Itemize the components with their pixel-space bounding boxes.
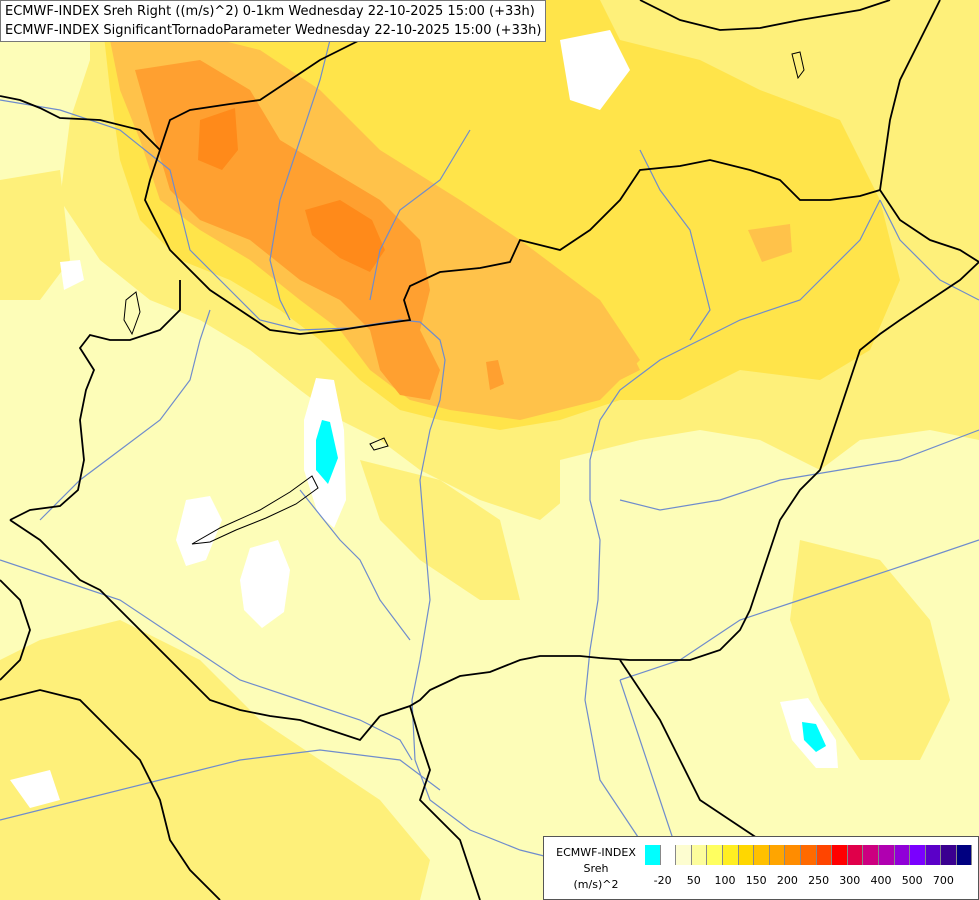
lake-ne-small (791, 51, 805, 80)
river-drava (0, 559, 413, 761)
river-hron (369, 129, 471, 301)
contour-pale-nw-yellow (0, 170, 70, 300)
lake-neusiedl (123, 291, 141, 336)
contour-yellow-s (360, 460, 520, 600)
legend-tick-label: 50 (686, 874, 701, 887)
river-tisza (584, 199, 881, 841)
river-sio (299, 489, 411, 641)
contour-orange-east-peak (486, 360, 504, 390)
border-czech-austria (0, 0, 411, 152)
legend-swatch (722, 845, 739, 865)
legend-ticks: -20 50 100 150 200 250 300 400 500 700 (645, 874, 975, 890)
rivers (0, 39, 979, 900)
border-ukraine-romania-ne (879, 0, 941, 191)
legend-swatches (645, 845, 973, 865)
legend-tick-label: 500 (901, 874, 923, 887)
border-ukraine-poland (639, 0, 891, 31)
border-serbia-north (409, 705, 481, 900)
legend-swatch (800, 845, 817, 865)
contour-pale-east (560, 440, 780, 640)
contour-white-far-sw (10, 770, 60, 808)
contour-white-w (60, 260, 84, 290)
contour-orange-max-center (305, 200, 385, 272)
color-legend: ECMWF-INDEX Sreh (m/s)^2 -20 50 100 150 200 2… (543, 836, 979, 900)
legend-swatch (660, 845, 677, 865)
border-west-slovenia (0, 579, 31, 681)
legend-swatch (878, 845, 895, 865)
river-koros (619, 429, 979, 511)
title-line-stp: ECMWF-INDEX SignificantTornadoParameter … (5, 23, 542, 38)
river-vah (269, 39, 331, 321)
legend-swatch (925, 845, 942, 865)
legend-swatch (676, 845, 692, 865)
legend-swatch (956, 845, 973, 865)
legend-swatch (894, 845, 911, 865)
legend-label-units: (m/s)^2 (573, 878, 619, 891)
border-hungary-austria (9, 280, 181, 521)
border-hungary-ukraine-romania (379, 189, 979, 717)
legend-tick-label: 200 (776, 874, 798, 887)
contour-white-sw-a (176, 496, 222, 566)
legend-swatch (645, 845, 661, 865)
border-sw-croatia-bosnia (0, 689, 221, 900)
contour-white-ne (560, 30, 630, 110)
legend-label-param: Sreh (583, 862, 609, 875)
legend-tick-label: 250 (808, 874, 830, 887)
lakes (123, 51, 805, 545)
contour-cyan-center (316, 420, 338, 484)
contour-yellow-se (790, 540, 950, 760)
legend-swatch (754, 845, 770, 865)
legend-swatch (941, 845, 957, 865)
legend-tick-label: 150 (745, 874, 767, 887)
legend-swatch (816, 845, 833, 865)
legend-swatch (910, 845, 926, 865)
legend-swatch (691, 845, 708, 865)
border-slovakia-hungary (144, 149, 881, 335)
river-sava (0, 749, 441, 821)
legend-label-source: ECMWF-INDEX (556, 846, 636, 859)
legend-swatch (863, 845, 879, 865)
legend-swatch (785, 845, 801, 865)
river-danube-upper (0, 99, 446, 761)
legend-tick-label: -20 (653, 874, 672, 887)
legend-tick-label: 100 (714, 874, 736, 887)
legend-swatch (738, 845, 755, 865)
lake-velence (369, 437, 389, 451)
contour-orange-max-nw (198, 108, 238, 170)
legend-swatch (769, 845, 786, 865)
contour-orange-east (480, 300, 640, 395)
river-hernad (639, 149, 711, 341)
contour-cyan-se (802, 722, 826, 752)
lake-balaton (191, 475, 319, 545)
legend-tick-label: 300 (839, 874, 861, 887)
map-title-box: ECMWF-INDEX Sreh Right ((m/s)^2) 0-1km W… (0, 0, 547, 42)
contour-yellow-sw (0, 620, 430, 900)
legend-swatch (707, 845, 723, 865)
legend-tick-label: 700 (932, 874, 954, 887)
legend-swatch (832, 845, 848, 865)
border-hungary-croatia (9, 519, 381, 742)
contour-ne-orange (748, 224, 792, 262)
title-line-sreh: ECMWF-INDEX Sreh Right ((m/s)^2) 0-1km W… (5, 4, 535, 19)
contour-white-sw-b (240, 540, 290, 628)
legend-tick-label: 400 (870, 874, 892, 887)
river-mures-ne (879, 199, 979, 301)
legend-swatch (847, 845, 864, 865)
